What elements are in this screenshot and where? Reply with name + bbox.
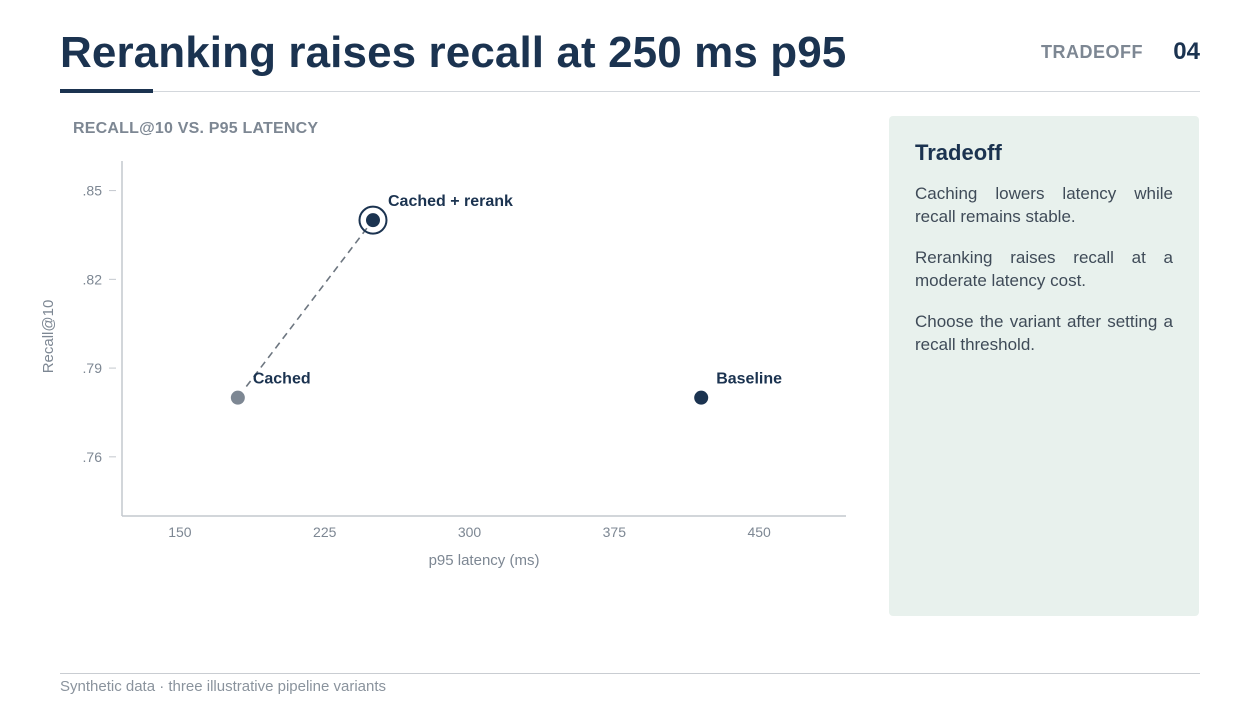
section-label: TRADEOFF [1041, 42, 1143, 62]
panel-paragraph: Choose the variant after setting a recal… [915, 312, 1173, 354]
x-axis-label: p95 latency (ms) [429, 552, 540, 569]
chart-title: RECALL@10 VS. P95 LATENCY [73, 120, 319, 137]
title-accent-bar [60, 89, 153, 93]
x-axis-ticks: 150 225 300 375 450 [168, 524, 771, 540]
points-layer: Cached Cached + rerank Baseline [230, 193, 782, 405]
data-point-label: Cached + rerank [388, 193, 513, 210]
y-axis-ticks: .76 .79 .82 .85 [83, 183, 116, 465]
footer-divider [60, 673, 1200, 674]
tradeoff-panel: Tradeoff Caching lowers latency while re… [889, 116, 1199, 616]
connector-line [245, 225, 370, 388]
data-point [694, 390, 709, 405]
data-point-label: Baseline [716, 371, 782, 388]
data-point [230, 390, 245, 405]
y-tick-label: .85 [83, 183, 103, 199]
connector-layer [245, 225, 370, 388]
footer-note: Synthetic data · three illustrative pipe… [60, 678, 387, 695]
x-tick-label: 225 [313, 524, 337, 540]
y-axis-label: Recall@10 [40, 300, 57, 374]
x-tick-label: 450 [747, 524, 771, 540]
data-point [365, 213, 380, 228]
page-number: 04 [1173, 38, 1200, 65]
x-tick-label: 150 [168, 524, 192, 540]
title-divider [60, 91, 1200, 92]
slide-title: Reranking raises recall at 250 ms p95 [60, 28, 847, 77]
panel-heading: Tradeoff [915, 140, 1002, 165]
y-tick-label: .76 [83, 449, 103, 465]
data-point-label: Cached [253, 371, 311, 388]
x-tick-label: 300 [458, 524, 482, 540]
highlight-ring [358, 205, 388, 235]
y-tick-label: .79 [83, 360, 103, 376]
panel-paragraph: Reranking raises recall at a moderate la… [915, 248, 1173, 290]
y-tick-label: .82 [83, 271, 103, 287]
panel-paragraph: Caching lowers latency while recall rema… [915, 184, 1173, 226]
x-tick-label: 375 [603, 524, 627, 540]
scatter-chart: .76 .79 .82 .85 150 225 300 375 450 p95 latency… [40, 161, 846, 569]
